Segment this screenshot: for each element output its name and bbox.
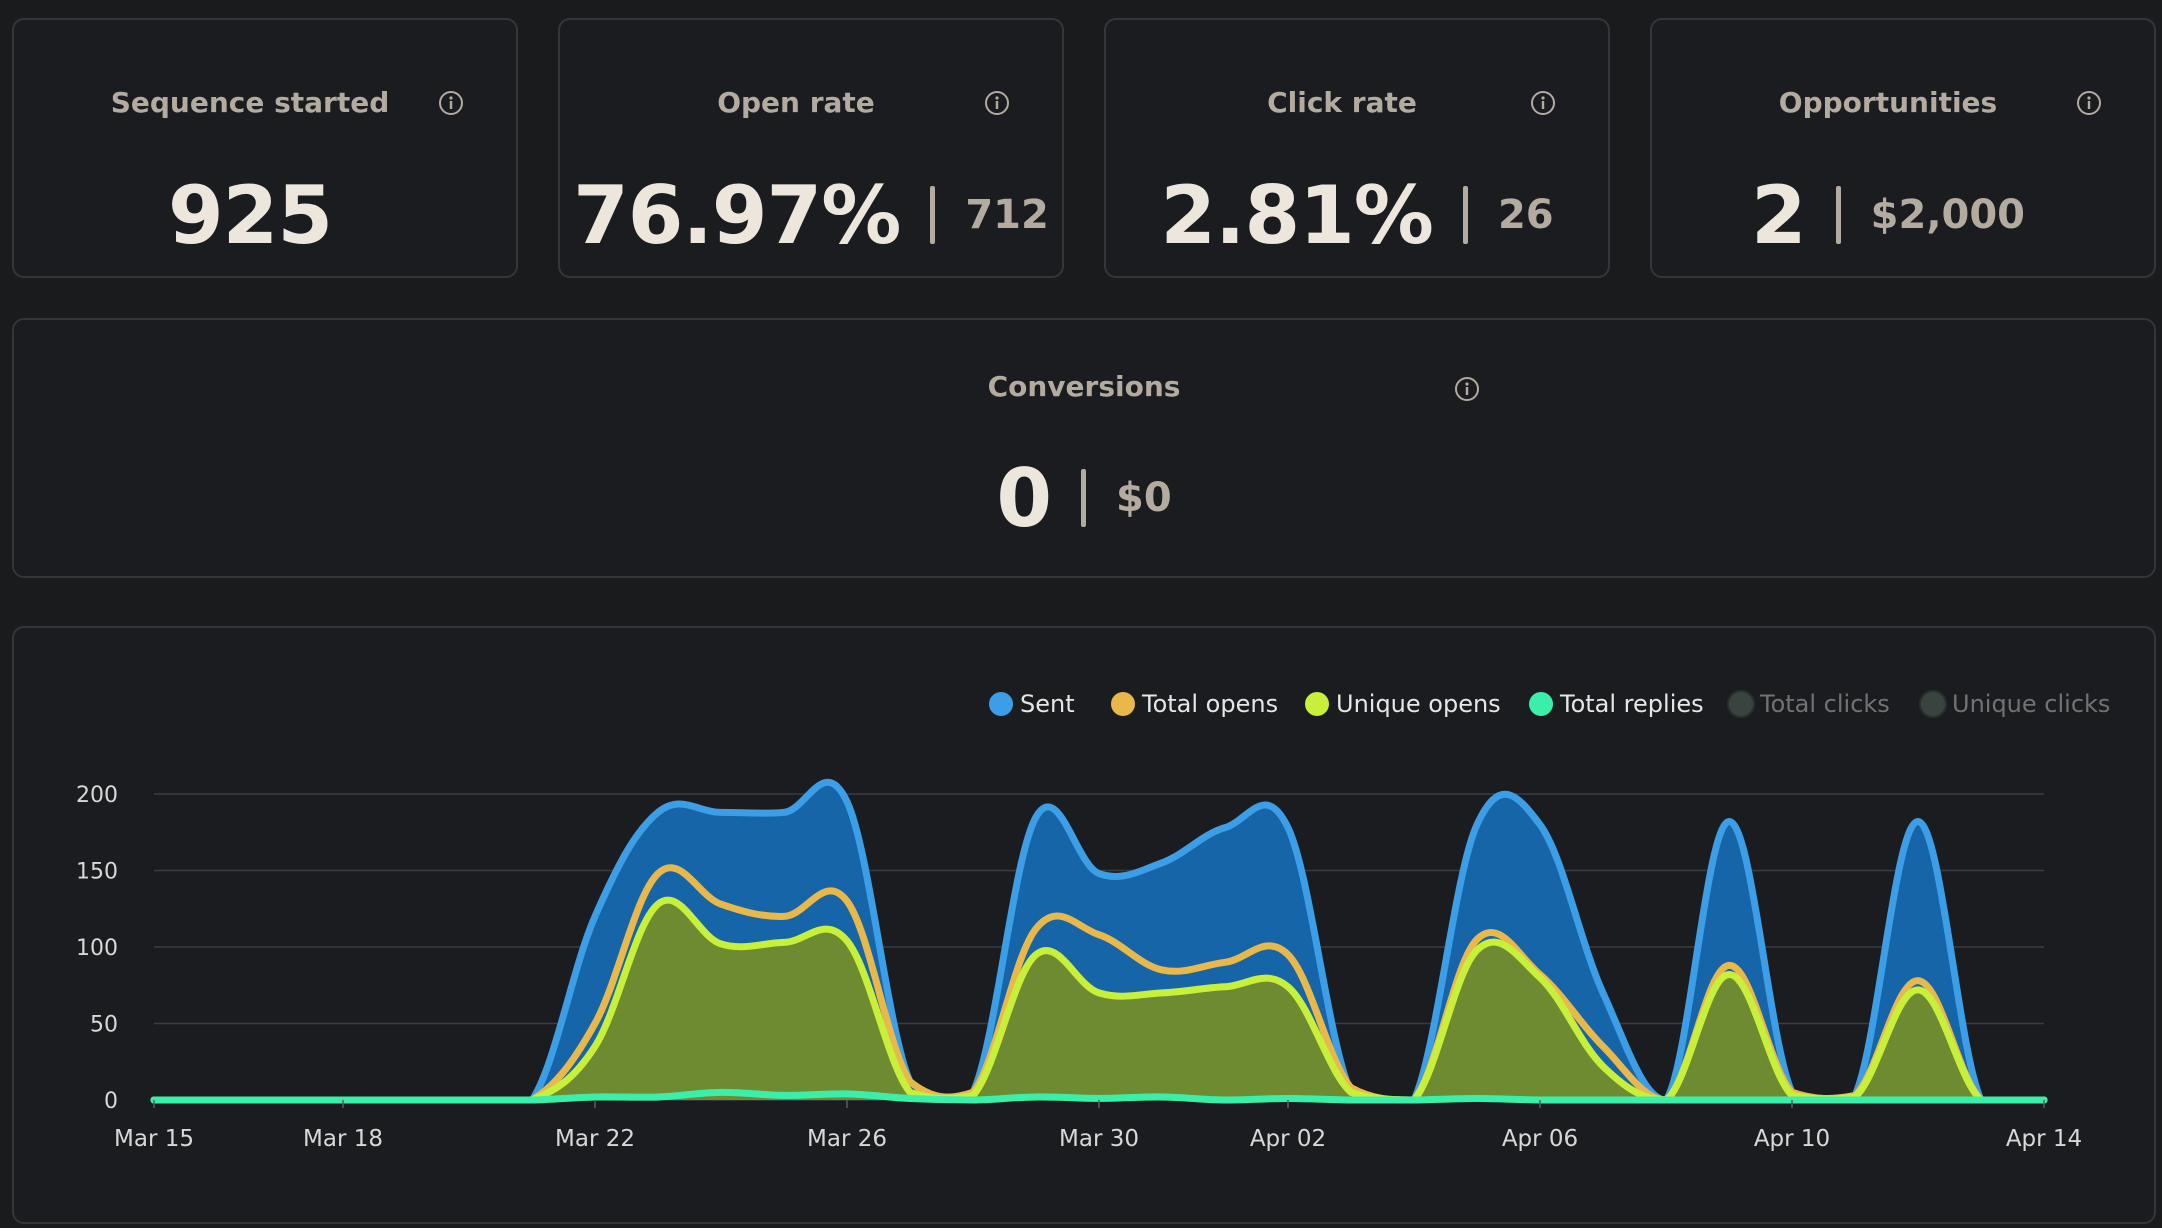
- metric-card-open-rate: Open rate 76.97% 712: [558, 18, 1064, 278]
- chart-axes: 0 50 100 150 200 Mar 15 Mar 18 Mar 22 Mar 26 Mar …: [76, 783, 2082, 1152]
- legend-item-unique-clicks[interactable]: Unique clicks: [1919, 690, 2110, 718]
- metric-value-row: 0 $0: [14, 448, 2154, 548]
- metric-card-opportunities: Opportunities 2 $2,000: [1650, 18, 2156, 278]
- metric-value-row: 2 $2,000: [1622, 165, 2154, 265]
- legend-item-total-opens[interactable]: Total opens: [1109, 690, 1278, 718]
- legend-label: Unique opens: [1336, 690, 1501, 718]
- metric-value-row: 2.81% 26: [1106, 165, 1608, 265]
- x-tick-label: Mar 30: [1059, 1126, 1139, 1152]
- y-tick-label: 100: [76, 936, 118, 961]
- metric-value-row: 76.97% 712: [560, 165, 1062, 265]
- legend-label: Total clicks: [1759, 690, 1890, 718]
- metric-value: 2: [1750, 168, 1807, 262]
- chart-legend: Sent Total opens Unique opens Total replies…: [987, 690, 2110, 718]
- legend-item-sent[interactable]: Sent: [987, 690, 1075, 718]
- metric-title: Click rate: [1267, 86, 1417, 119]
- series-area-unique-opens: [154, 900, 2044, 1100]
- x-tick-label: Apr 02: [1250, 1126, 1326, 1152]
- metric-value: 76.97%: [573, 168, 901, 262]
- metric-title: Sequence started: [110, 86, 390, 119]
- metric-title: Opportunities: [1778, 86, 1998, 119]
- metric-value: 0: [996, 451, 1052, 545]
- metric-value: 2.81%: [1160, 168, 1434, 262]
- activity-chart: 0 50 100 150 200 Mar 15 Mar 18 Mar 22 Mar 26 Mar …: [76, 690, 2110, 1152]
- info-icon[interactable]: [1454, 376, 1480, 402]
- metric-card-click-rate: Click rate 2.81% 26: [1104, 18, 1610, 278]
- y-tick-label: 0: [104, 1089, 118, 1114]
- legend-swatch: [1109, 690, 1137, 718]
- metric-sub-value: $2,000: [1870, 192, 2026, 238]
- x-tick-label: Mar 18: [303, 1126, 383, 1152]
- legend-swatch: [987, 690, 1015, 718]
- metric-title: Open rate: [717, 86, 875, 119]
- metric-divider: [1835, 186, 1841, 244]
- legend-label: Total opens: [1141, 690, 1278, 718]
- legend-swatch: [1919, 690, 1947, 718]
- metric-sub-value: 26: [1497, 192, 1554, 238]
- info-icon[interactable]: [1530, 90, 1556, 116]
- metric-card-conversions: Conversions 0 $0: [12, 318, 2156, 578]
- legend-label: Unique clicks: [1952, 690, 2110, 718]
- legend-item-unique-opens[interactable]: Unique opens: [1303, 690, 1501, 718]
- x-tick-label: Mar 26: [807, 1126, 887, 1152]
- legend-label: Total replies: [1559, 690, 1704, 718]
- series-line-total-replies[interactable]: [150, 1088, 2048, 1104]
- activity-chart-card: 0 50 100 150 200 Mar 15 Mar 18 Mar 22 Mar 26 Mar …: [12, 626, 2156, 1224]
- x-tick-label: Apr 06: [1502, 1126, 1578, 1152]
- series-line-sent[interactable]: [150, 778, 2048, 1104]
- legend-label: Sent: [1020, 690, 1075, 718]
- x-tick-label: Apr 10: [1754, 1126, 1830, 1152]
- info-icon[interactable]: [2076, 90, 2102, 116]
- metric-sub-value: $0: [1116, 475, 1172, 521]
- y-tick-label: 150: [76, 860, 118, 885]
- x-tick-label: Apr 14: [2006, 1126, 2082, 1152]
- legend-swatch: [1303, 690, 1331, 718]
- y-tick-label: 200: [76, 783, 118, 808]
- legend-item-total-clicks[interactable]: Total clicks: [1727, 690, 1890, 718]
- info-icon[interactable]: [984, 90, 1010, 116]
- x-tick-label: Mar 15: [114, 1126, 194, 1152]
- metric-value: 925: [168, 168, 333, 262]
- metric-sub-value: 712: [965, 192, 1049, 238]
- metric-title: Conversions: [987, 370, 1181, 403]
- x-tick-label: Mar 22: [555, 1126, 635, 1152]
- metric-divider: [1081, 469, 1086, 527]
- legend-item-total-replies[interactable]: Total replies: [1527, 690, 1704, 718]
- y-tick-label: 50: [90, 1013, 118, 1038]
- legend-swatch: [1527, 690, 1555, 718]
- legend-swatch: [1727, 690, 1755, 718]
- info-icon[interactable]: [438, 90, 464, 116]
- chart-lines: [150, 778, 2048, 1104]
- metric-value-row: 925: [0, 165, 516, 265]
- metric-card-sequence-started: Sequence started 925: [12, 18, 518, 278]
- metric-divider: [930, 186, 936, 244]
- metric-divider: [1462, 186, 1468, 244]
